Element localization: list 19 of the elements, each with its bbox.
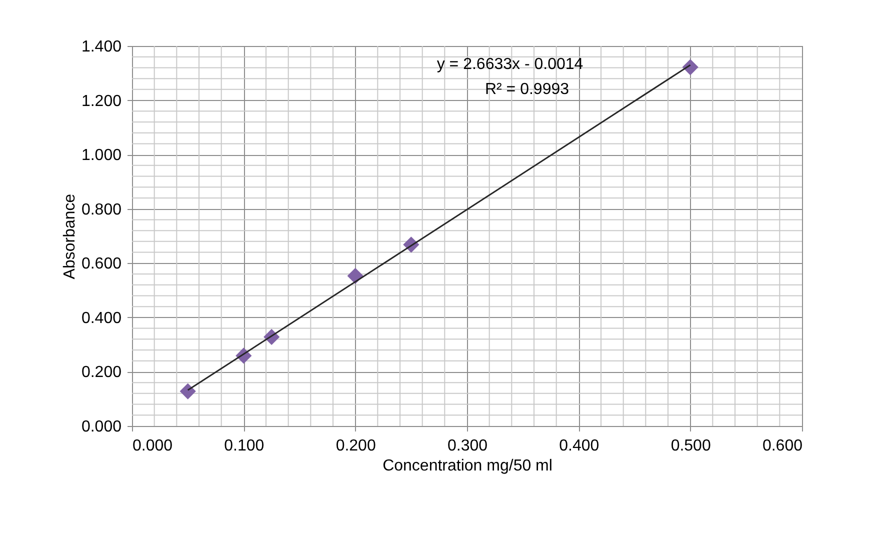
annotation: R² = 0.9993 bbox=[484, 81, 570, 98]
x-tick-label: 0.000 bbox=[132, 438, 173, 454]
y-tick-label: 1.400 bbox=[81, 38, 122, 56]
x-tick-label: 0.300 bbox=[447, 438, 488, 454]
x-tick-label: 0.400 bbox=[559, 438, 600, 454]
y-axis-title: Absorbance bbox=[61, 194, 78, 280]
y-tick-label: 0.200 bbox=[81, 364, 122, 382]
y-tick-label: 1.200 bbox=[81, 92, 122, 110]
y-tick-label: 0.800 bbox=[81, 201, 122, 218]
x-tick-label: 0.600 bbox=[762, 438, 803, 454]
x-tick-label: 0.100 bbox=[224, 438, 264, 454]
y-tick-label: 1.000 bbox=[81, 147, 122, 164]
x-tick-label: 0.500 bbox=[670, 438, 711, 454]
x-axis-title: Concentration mg/50 ml bbox=[382, 458, 552, 474]
y-tick-label: 0.600 bbox=[81, 256, 122, 273]
y-tick-label: 0.400 bbox=[81, 310, 122, 327]
y-tick-label: 0.000 bbox=[81, 418, 122, 436]
x-tick-label: 0.200 bbox=[336, 438, 376, 454]
annotation: y = 2.6633x - 0.0014 bbox=[436, 56, 584, 73]
